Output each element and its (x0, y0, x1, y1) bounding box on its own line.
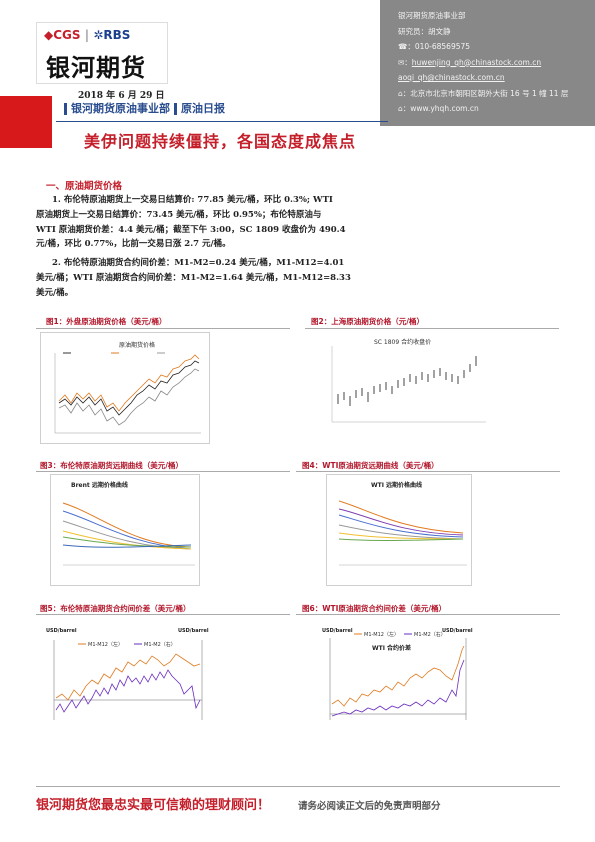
fig6-title: WTI 合约价差 (372, 644, 411, 652)
fig1-legend (61, 349, 191, 355)
fig5-caption: 图5：布伦特原油期货合约间价差（美元/桶） (40, 604, 191, 613)
fig3-title: Brent 远期价格曲线 (71, 481, 128, 489)
phone: ☎：010-68569575 (398, 42, 471, 51)
department-banner: 银河期货原油事业部 原油日报 (60, 100, 225, 116)
fig6-legend-2: M1-M2（右） (414, 631, 446, 638)
email-link-2[interactable]: aoqi_qh@chinastock.com.cn (398, 73, 505, 82)
logo-name: 银河期货 (46, 54, 146, 82)
fig5-series-m1m12 (55, 653, 201, 701)
report-date: 2018 年 6 月 29 日 (78, 91, 165, 101)
red-accent-block (0, 96, 52, 148)
paragraph-2: 2. 布伦特原油期货合约间价差：M1-M2=0.24 美元/桶，M1-M12=4… (36, 258, 351, 298)
researcher: 研究员：胡文静 (398, 26, 451, 36)
fig4-chart: WTI 远期价格曲线 (326, 474, 472, 586)
header-divider (56, 121, 388, 122)
section-heading: 一、原油期货价格 (46, 181, 123, 192)
fig5-unit-right: USD/barrel (178, 628, 209, 634)
fig6-series-m1m12 (331, 645, 465, 707)
fig6-series-m1m2 (331, 659, 465, 717)
footer-disclaimer: 请务必阅读正文后的免责声明部分 (298, 801, 441, 812)
paragraph-1: 1. 布伦特原油期货上一交易日结算价: 77.85 美元/桶，环比 0.3%; … (36, 195, 346, 250)
fig2-candles (337, 356, 477, 406)
fig1-title: 原油期货价格 (119, 341, 155, 349)
fig3-rule (36, 471, 290, 472)
website-link[interactable]: ⌂：www.yhqh.com.cn (398, 104, 479, 113)
fig4-title: WTI 远期价格曲线 (371, 481, 422, 489)
fig2-caption: 图2：上海原油期货价格（元/桶） (311, 317, 424, 326)
fig3-chart: Brent 远期价格曲线 (50, 474, 200, 586)
contact-panel: 银河期货原油事业部 研究员：胡文静 ☎：010-68569575 ✉：huwen… (380, 0, 595, 126)
fig6-unit-right: USD/barrel (442, 628, 473, 634)
fig1-caption: 图1：外盘原油期货价格（美元/桶） (46, 317, 167, 326)
fig6-rule (296, 614, 560, 615)
fig1-rule (36, 328, 290, 329)
fig1-chart: 原油期货价格 (40, 332, 210, 444)
fig2-title: SC 1809 合约收盘价 (374, 338, 431, 346)
org-name: 银河期货原油事业部 (398, 11, 466, 20)
logo-brands: ◆CGS | ✲RBS (44, 28, 131, 42)
fig6-legend-1: M1-M12（左） (364, 631, 399, 638)
fig1-series-orange (58, 354, 200, 412)
fig6-unit-left: USD/barrel (322, 628, 353, 634)
email-link-1[interactable]: ✉：huwenjing_qh@chinastock.com.cn (398, 57, 542, 67)
fig2-chart: SC 1809 合约收盘价 (331, 338, 486, 423)
report-title: 美伊问题持续僵持，各国态度成焦点 (84, 132, 357, 151)
fig5-legend-1: M1-M12（左） (88, 641, 123, 648)
footer-slogan: 银河期货您最忠实最可信赖的理财顾问！ (36, 798, 271, 813)
footer-divider (36, 786, 560, 787)
fig5-chart: USD/barrel USD/barrel M1-M12（左） M1-M2（右） (46, 628, 209, 720)
fig3-caption: 图3：布伦特原油期货远期曲线（美元/桶） (40, 461, 183, 470)
address: ⌂：北京市北京市朝阳区朝外大街 16 号 1 幢 11 层 (398, 88, 569, 98)
fig5-series-m1m2 (55, 669, 201, 713)
fig2-rule (305, 328, 559, 329)
fig1-series-black (58, 360, 200, 416)
fig5-unit-left: USD/barrel (46, 628, 77, 634)
fig4-caption: 图4：WTI原油期货远期曲线（美元/桶） (302, 461, 439, 470)
fig5-rule (36, 614, 290, 615)
fig6-chart: USD/barrel USD/barrel M1-M12（左） M1-M2（右）… (322, 628, 473, 720)
fig5-legend-2: M1-M2（右） (144, 641, 176, 648)
fig1-series-gray (58, 368, 200, 426)
fig4-rule (296, 471, 560, 472)
fig6-caption: 图6：WTI原油期货合约间价差（美元/桶） (302, 604, 447, 613)
logo (36, 22, 168, 84)
